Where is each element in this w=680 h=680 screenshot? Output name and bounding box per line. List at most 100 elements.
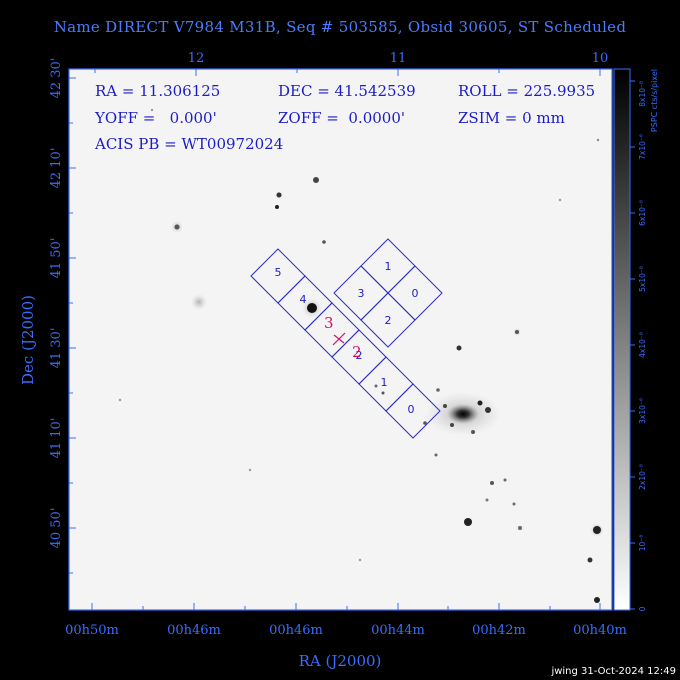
source bbox=[191, 294, 207, 310]
chip-label: 4 bbox=[300, 293, 307, 306]
plot-title: Name DIRECT V7984 M31B, Seq # 503585, Ob… bbox=[53, 18, 627, 36]
tick-label: 00h46m bbox=[269, 623, 323, 638]
tick-label: 10 bbox=[592, 51, 609, 66]
source bbox=[518, 526, 522, 530]
tick-label: 00h40m bbox=[573, 623, 627, 638]
chip-label: 1 bbox=[385, 260, 392, 273]
source bbox=[434, 453, 438, 457]
colorbar-frame bbox=[613, 68, 631, 611]
source bbox=[593, 526, 601, 534]
source bbox=[313, 177, 319, 183]
source bbox=[485, 407, 491, 413]
pointing-info: RA = 11.306125 DEC = 41.542539 ROLL = 22… bbox=[94, 82, 595, 153]
tick-label: 42 10' bbox=[49, 148, 64, 189]
tick-label: 00h46m bbox=[167, 623, 221, 638]
source bbox=[485, 498, 489, 502]
dec-value: DEC = 41.542539 bbox=[278, 82, 416, 100]
colorbar-tick: 3x10⁻⁸ bbox=[638, 398, 647, 424]
source bbox=[471, 430, 475, 434]
tick-label: 41 50' bbox=[49, 238, 64, 279]
chip-label: 1 bbox=[381, 376, 388, 389]
bottom-ticks bbox=[91, 603, 601, 610]
y-axis-label: Dec (J2000) bbox=[19, 295, 37, 385]
x-axis-label: RA (J2000) bbox=[299, 652, 382, 670]
chip-square-3 bbox=[333, 265, 389, 321]
colorbar-ticks bbox=[630, 80, 635, 610]
source bbox=[322, 240, 326, 244]
source bbox=[443, 404, 447, 408]
source bbox=[594, 597, 600, 603]
source bbox=[450, 423, 454, 427]
aimpoint-label-2: 2 bbox=[352, 343, 362, 361]
colorbar-tick-labels: 0 10⁻⁸ 2x10⁻⁸ 3x10⁻⁸ 4x10⁻⁸ 5x10⁻⁸ 6x10⁻… bbox=[638, 81, 647, 611]
source bbox=[477, 400, 483, 406]
chip-label: 0 bbox=[408, 403, 415, 416]
footer-credit: jwing 31-Oct-2024 12:49 bbox=[551, 666, 676, 677]
source bbox=[276, 192, 282, 198]
bottom-tick-labels: 00h50m 00h46m 00h46m 00h44m 00h42m 00h40… bbox=[65, 623, 627, 638]
source bbox=[150, 108, 154, 112]
source bbox=[248, 468, 252, 472]
yoff-value: YOFF = 0.000' bbox=[94, 109, 217, 127]
tick-label: 00h42m bbox=[472, 623, 526, 638]
chip-label: 0 bbox=[412, 287, 419, 300]
source bbox=[464, 518, 472, 526]
source bbox=[456, 345, 462, 351]
source bbox=[558, 198, 562, 202]
colorbar-tick: 0 bbox=[638, 606, 647, 611]
colorbar-tick: 8x10⁻⁸ bbox=[638, 81, 647, 107]
colorbar-label: PSPC cts/s/pixel bbox=[650, 69, 659, 132]
tick-label: 00h44m bbox=[371, 623, 425, 638]
top-tick-labels: 12 11 10 bbox=[188, 51, 609, 66]
tick-label: 42 30' bbox=[49, 58, 64, 99]
source bbox=[118, 398, 122, 402]
acis-value: ACIS PB = WT00972024 bbox=[94, 135, 283, 153]
chip-label: 2 bbox=[385, 314, 392, 327]
ra-value: RA = 11.306125 bbox=[95, 82, 220, 100]
source bbox=[490, 481, 494, 485]
chip-strip-labels: 5 4 2 1 0 bbox=[275, 266, 415, 416]
colorbar-tick: 6x10⁻⁸ bbox=[638, 200, 647, 226]
chip-label: 5 bbox=[275, 266, 282, 279]
source bbox=[512, 502, 516, 506]
tick-label: 41 30' bbox=[49, 328, 64, 369]
source bbox=[174, 224, 180, 230]
left-ticks bbox=[69, 77, 76, 574]
tick-label: 11 bbox=[390, 51, 407, 66]
colorbar-tick: 2x10⁻⁸ bbox=[638, 464, 647, 490]
sources-layer bbox=[118, 108, 604, 603]
source bbox=[381, 391, 385, 395]
source bbox=[515, 330, 519, 334]
plot-frame bbox=[68, 68, 613, 611]
acis-chip-square-group bbox=[333, 238, 443, 348]
colorbar-tick: 7x10⁻⁸ bbox=[638, 134, 647, 160]
colorbar-tick: 4x10⁻⁸ bbox=[638, 332, 647, 358]
source bbox=[275, 205, 279, 209]
tick-label: 00h50m bbox=[65, 623, 119, 638]
source bbox=[436, 388, 440, 392]
source bbox=[587, 557, 593, 563]
source bbox=[423, 421, 427, 425]
chip-strip-0 bbox=[385, 383, 441, 439]
tick-label: 12 bbox=[188, 51, 205, 66]
tick-label: 40 50' bbox=[49, 508, 64, 549]
source bbox=[307, 303, 317, 313]
tick-label: 41 10' bbox=[49, 418, 64, 459]
aimpoint-label-3: 3 bbox=[324, 314, 334, 332]
acis-chip-strip bbox=[250, 248, 441, 439]
source bbox=[503, 478, 507, 482]
source bbox=[596, 138, 600, 142]
aimpoint-marker: 3 2 bbox=[324, 314, 362, 361]
galaxy-core bbox=[447, 404, 479, 424]
left-tick-labels: 42 30' 42 10' 41 50' 41 30' 41 10' 40 50… bbox=[49, 58, 64, 549]
colorbar-tick: 10⁻⁸ bbox=[638, 535, 647, 552]
roll-value: ROLL = 225.9935 bbox=[458, 82, 595, 100]
source bbox=[374, 384, 378, 388]
chip-label: 3 bbox=[358, 287, 365, 300]
colorbar-tick: 5x10⁻⁸ bbox=[638, 266, 647, 292]
chip-label: 2 bbox=[356, 349, 363, 362]
colorbar bbox=[614, 69, 630, 610]
top-ticks bbox=[94, 69, 601, 76]
chip-square-labels: 1 0 2 3 bbox=[358, 260, 419, 327]
